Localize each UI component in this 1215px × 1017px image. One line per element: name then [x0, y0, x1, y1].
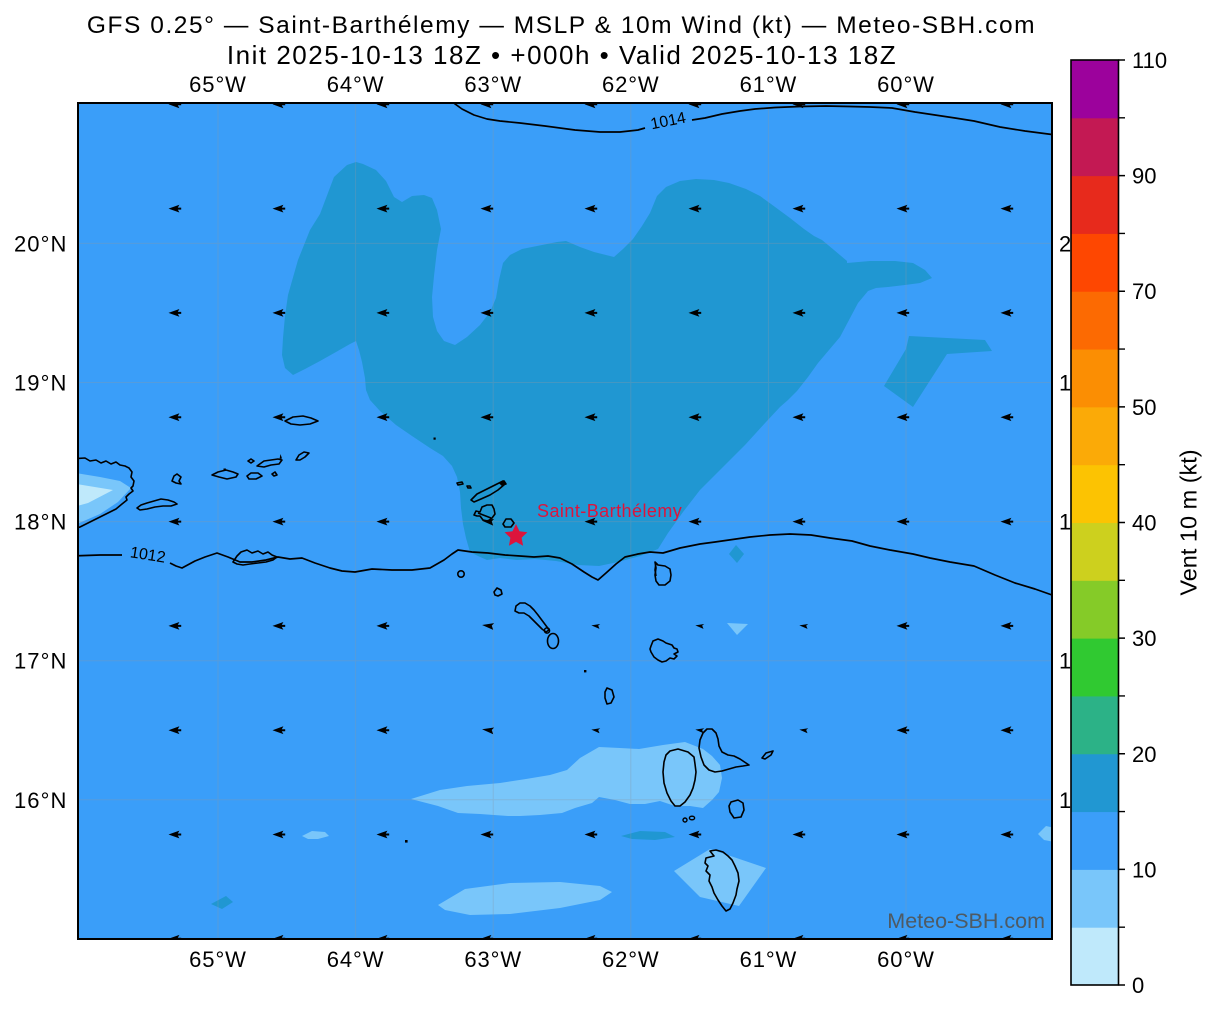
- svg-text:65°W: 65°W: [189, 72, 247, 97]
- svg-text:40: 40: [1132, 511, 1156, 536]
- svg-text:64°W: 64°W: [327, 947, 385, 972]
- svg-text:20°N: 20°N: [14, 231, 68, 256]
- svg-text:65°W: 65°W: [189, 947, 247, 972]
- svg-text:61°W: 61°W: [740, 72, 798, 97]
- svg-text:GFS 0.25° — Saint-Barthélemy —: GFS 0.25° — Saint-Barthélemy — MSLP & 10…: [87, 12, 1036, 39]
- svg-text:110: 110: [1132, 48, 1167, 73]
- svg-text:Saint-Barthélemy: Saint-Barthélemy: [537, 501, 682, 521]
- svg-text:63°W: 63°W: [464, 947, 522, 972]
- svg-text:64°W: 64°W: [327, 72, 385, 97]
- svg-text:10: 10: [1132, 857, 1156, 882]
- svg-text:0: 0: [1132, 973, 1144, 998]
- svg-text:50: 50: [1132, 395, 1156, 420]
- svg-text:70: 70: [1132, 279, 1156, 304]
- svg-text:62°W: 62°W: [602, 72, 660, 97]
- svg-text:Vent 10 m (kt): Vent 10 m (kt): [1176, 449, 1202, 595]
- svg-text:62°W: 62°W: [602, 947, 660, 972]
- svg-text:20: 20: [1132, 742, 1156, 767]
- svg-text:60°W: 60°W: [877, 72, 935, 97]
- svg-text:90: 90: [1132, 164, 1156, 189]
- svg-text:Meteo-SBH.com: Meteo-SBH.com: [887, 909, 1045, 933]
- svg-text:61°W: 61°W: [740, 947, 798, 972]
- svg-text:18°N: 18°N: [14, 510, 68, 535]
- svg-text:17°N: 17°N: [14, 649, 68, 674]
- svg-text:Init 2025-10-13 18Z • +000h •: Init 2025-10-13 18Z • +000h • Valid 2025…: [227, 40, 897, 70]
- svg-text:63°W: 63°W: [464, 72, 522, 97]
- svg-text:16°N: 16°N: [14, 788, 68, 813]
- svg-text:30: 30: [1132, 626, 1156, 651]
- svg-text:19°N: 19°N: [14, 371, 68, 396]
- svg-text:60°W: 60°W: [877, 947, 935, 972]
